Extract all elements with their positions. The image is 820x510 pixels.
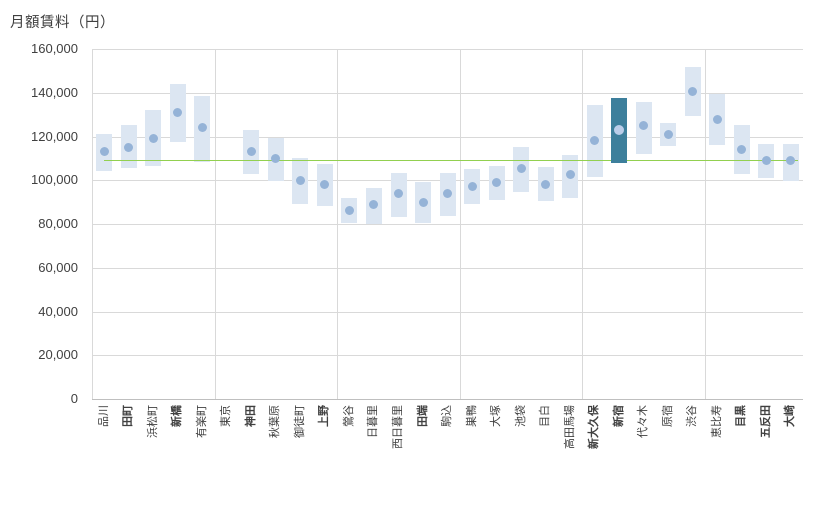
x-axis-label: 日暮里	[367, 405, 380, 438]
x-axis-label: 原宿	[661, 405, 674, 427]
average-line	[104, 159, 798, 162]
median-dot[interactable]	[467, 182, 477, 192]
gridline-h	[92, 399, 803, 400]
x-axis-label: 駒込	[441, 405, 453, 427]
x-axis-label: 巣鴨	[465, 405, 478, 427]
median-dot[interactable]	[271, 153, 281, 163]
median-dot[interactable]	[173, 107, 183, 117]
median-dot[interactable]	[443, 188, 452, 198]
median-dot[interactable]	[614, 124, 625, 135]
x-axis-label: 田端	[416, 405, 429, 427]
x-axis-label: 鶯谷	[342, 405, 355, 427]
median-dot[interactable]	[786, 156, 796, 166]
gridline-h	[92, 311, 803, 313]
gridline-v	[337, 49, 339, 399]
x-axis-label: 東京	[220, 405, 233, 427]
median-dot[interactable]	[344, 206, 354, 216]
y-axis-label: 80,000	[38, 216, 78, 231]
median-dot[interactable]	[197, 123, 207, 133]
x-axis-label: 恵比寿	[710, 405, 723, 438]
x-axis-label: 大崎	[784, 405, 797, 427]
median-dot[interactable]	[418, 197, 428, 207]
gridline-h	[92, 49, 803, 50]
median-dot[interactable]	[148, 134, 158, 144]
y-axis-label: 0	[70, 391, 78, 406]
gridline-v	[459, 49, 461, 399]
x-axis-label: 目白	[539, 405, 552, 427]
median-dot[interactable]	[688, 87, 698, 97]
gridline-v	[582, 49, 584, 399]
x-axis-label: 浜松町	[146, 405, 159, 438]
y-axis-line	[92, 49, 93, 399]
x-axis-label: 神田	[244, 405, 257, 427]
y-axis-label: 40,000	[38, 303, 78, 319]
x-axis-label: 大塚	[490, 405, 502, 427]
median-dot[interactable]	[320, 180, 330, 190]
median-dot[interactable]	[541, 180, 551, 190]
median-dot[interactable]	[737, 145, 747, 155]
y-axis-label: 60,000	[38, 259, 78, 275]
median-dot[interactable]	[590, 136, 600, 146]
y-axis-label: 160,000	[31, 41, 78, 56]
x-axis-label: 渋谷	[686, 405, 699, 427]
x-axis-label: 品川	[97, 405, 110, 427]
y-axis-label: 120,000	[31, 128, 78, 144]
gridline-h	[92, 92, 803, 94]
x-axis-label: 新大久保	[588, 405, 601, 449]
chart-title: 月額賃料（円）	[10, 15, 115, 31]
median-dot[interactable]	[712, 114, 722, 124]
x-axis-label: 上野	[318, 405, 331, 427]
x-axis-label: 高田馬場	[563, 405, 576, 449]
gridline-h	[92, 355, 803, 357]
x-axis-label: 新橋	[171, 405, 184, 427]
median-dot[interactable]	[369, 199, 379, 209]
x-axis-label: 有楽町	[195, 405, 208, 438]
median-dot[interactable]	[663, 129, 673, 139]
median-dot[interactable]	[394, 188, 403, 198]
x-axis-label: 池袋	[514, 405, 527, 427]
y-axis-label: 20,000	[38, 347, 78, 363]
median-dot[interactable]	[124, 142, 134, 152]
gridline-h	[92, 136, 803, 138]
median-dot[interactable]	[295, 175, 305, 185]
gridline-v	[214, 49, 216, 399]
x-axis-label: 田町	[122, 405, 135, 427]
gridline-h	[92, 224, 803, 225]
x-axis-label: 御徒町	[293, 405, 306, 438]
median-dot[interactable]	[99, 147, 109, 157]
median-dot[interactable]	[761, 156, 771, 166]
median-dot[interactable]	[492, 177, 501, 187]
gridline-h	[92, 267, 803, 269]
y-axis-label: 140,000	[31, 84, 78, 100]
gridline-v	[704, 49, 706, 399]
x-axis-label: 秋葉原	[269, 405, 282, 438]
x-axis-label: 新宿	[612, 405, 625, 427]
x-axis-label: 代々木	[637, 405, 650, 438]
y-axis-label: 100,000	[31, 172, 78, 188]
x-axis-label: 西日暮里	[392, 405, 404, 449]
x-axis-label: 目黒	[735, 405, 748, 427]
x-axis-label: 五反田	[759, 405, 772, 438]
median-dot[interactable]	[639, 121, 649, 131]
median-dot[interactable]	[516, 163, 526, 173]
median-dot[interactable]	[246, 147, 256, 157]
median-dot[interactable]	[565, 170, 575, 180]
